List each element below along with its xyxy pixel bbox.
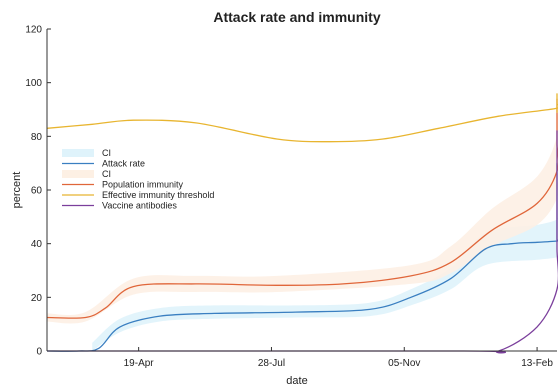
y-axis-label: percent [11, 172, 23, 209]
series-line-2 [46, 93, 558, 143]
y-tick-label: 80 [31, 132, 43, 143]
ci-bands [47, 50, 558, 351]
x-tick-label: 28-Jul [258, 358, 285, 369]
x-tick-label: 13-Feb [521, 358, 553, 369]
legend-entry-label: Vaccine antibodies [102, 201, 177, 211]
legend-entry-label: CI [102, 148, 111, 158]
ci-band-0 [92, 144, 558, 351]
y-tick-label: 0 [36, 347, 42, 358]
y-tick-label: 120 [25, 25, 42, 36]
series-lines [46, 93, 558, 354]
x-ticks: 19-Apr28-Jul05-Nov13-Feb24-May01-Sep10-D… [124, 347, 553, 369]
legend-swatch-ci [62, 149, 94, 157]
x-tick-label: 05-Nov [388, 358, 420, 369]
legend-swatch-ci [62, 170, 94, 178]
y-tick-label: 100 [25, 78, 42, 89]
y-tick-label: 40 [31, 239, 43, 250]
legend-entry-label: Effective immunity threshold [102, 190, 214, 200]
x-axis-label: date [286, 375, 307, 387]
legend-entry-label: Attack rate [102, 159, 145, 169]
y-ticks: 0 20 40 60 80 100 120 [25, 25, 51, 358]
y-tick-label: 60 [31, 186, 43, 197]
legend-entry-label: CI [102, 169, 111, 179]
legend-entry-label: Population immunity [102, 180, 184, 190]
y-tick-label: 20 [31, 293, 43, 304]
x-tick-label: 19-Apr [124, 358, 155, 369]
chart-title: Attack rate and immunity [213, 9, 380, 25]
